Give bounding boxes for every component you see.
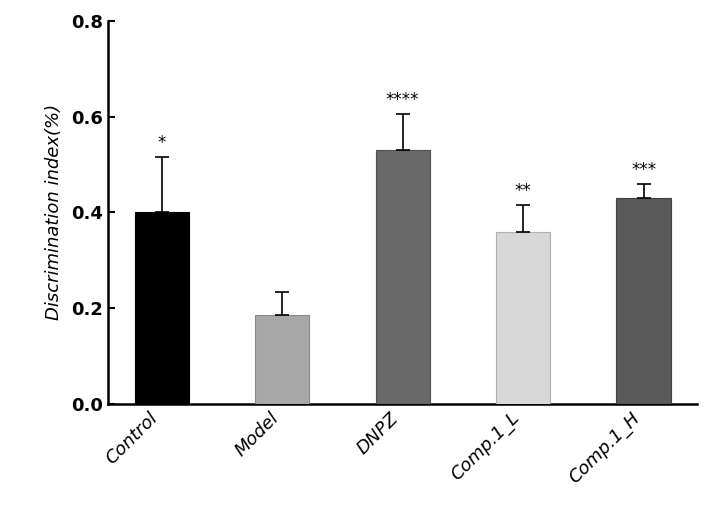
Bar xyxy=(616,198,671,404)
Bar xyxy=(134,212,189,404)
Bar xyxy=(255,315,309,404)
Bar xyxy=(496,232,550,404)
Text: **: ** xyxy=(515,182,531,200)
Bar xyxy=(375,150,430,404)
Text: ****: **** xyxy=(386,91,419,109)
Text: ***: *** xyxy=(631,161,656,179)
Text: *: * xyxy=(157,134,166,152)
Y-axis label: Discrimination index(%): Discrimination index(%) xyxy=(45,104,63,321)
